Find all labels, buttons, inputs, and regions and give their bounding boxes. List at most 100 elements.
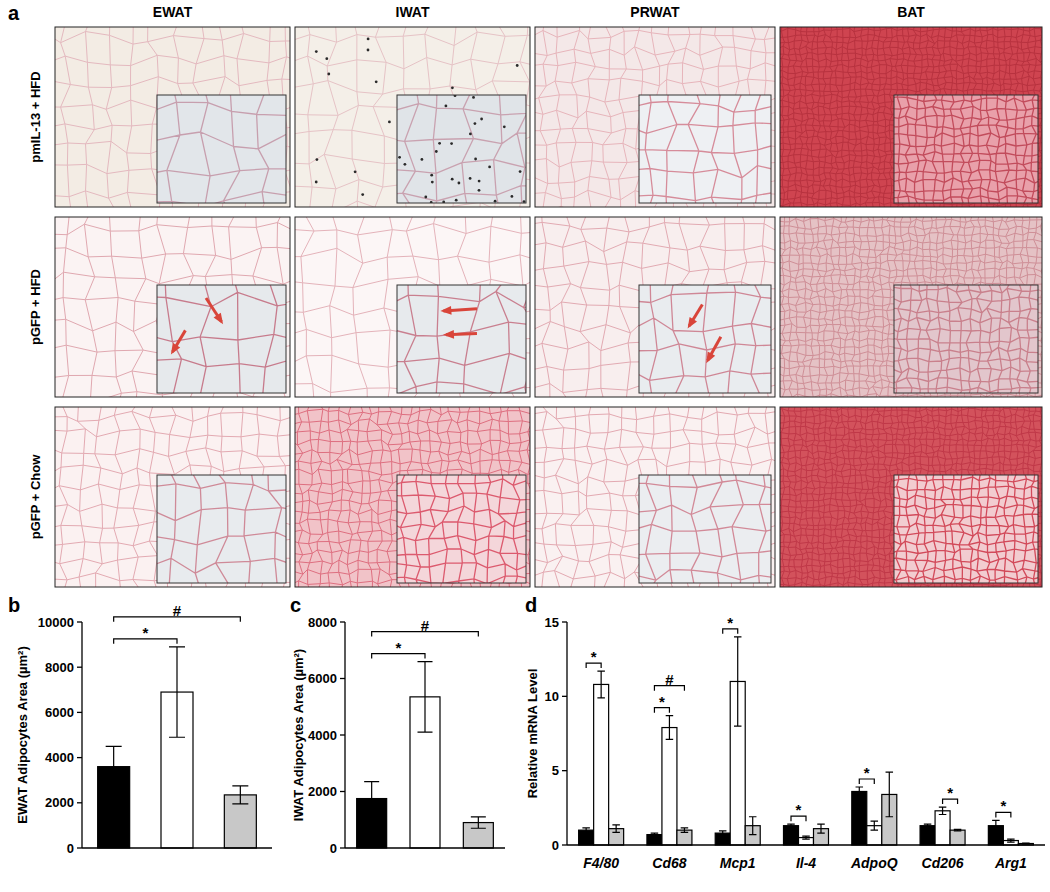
error-bar (992, 820, 1000, 830)
micrograph-frame (535, 217, 775, 397)
category-label: Mcp1 (720, 855, 756, 871)
error-bar (582, 828, 590, 832)
micrograph (295, 27, 530, 207)
tissue-texture (55, 407, 290, 587)
y-tick (562, 696, 567, 697)
tissue-texture (894, 285, 1038, 393)
error-bar (719, 831, 727, 835)
significance-mark: * (796, 801, 802, 818)
y-axis (81, 622, 82, 848)
significance-mark: * (659, 693, 665, 710)
micrograph-bg (55, 27, 290, 207)
y-tick (340, 847, 345, 848)
inset-frame (397, 475, 526, 583)
plot-area (98, 647, 257, 848)
plot-area (579, 637, 1034, 845)
category-label: AdpoQ (850, 855, 898, 871)
tissue-texture (397, 95, 526, 203)
error-bar (364, 782, 379, 816)
significance-mark: * (591, 648, 597, 665)
nucleus (480, 118, 483, 121)
inset-frame (639, 95, 771, 203)
nucleus (445, 105, 448, 108)
axis-label: Relative mRNA Level (525, 669, 540, 799)
micrograph (535, 217, 775, 397)
tissue-texture (639, 285, 771, 393)
inset (397, 285, 526, 393)
inset-bg (157, 95, 286, 203)
error-bar (666, 716, 674, 740)
error-bar (749, 817, 757, 835)
tissue-texture (894, 475, 1038, 583)
tissue-texture (157, 95, 286, 203)
inset-frame (157, 95, 286, 203)
y-tick-label: 15 (545, 615, 559, 630)
nucleus (474, 122, 477, 125)
micrograph (780, 27, 1042, 207)
row-label: pmIL-13 + HFD (28, 71, 43, 162)
y-tick (562, 770, 567, 771)
significance-mark: # (173, 602, 182, 619)
micrograph (535, 27, 775, 207)
error-bar (886, 772, 894, 817)
error-bar (871, 821, 879, 830)
y-tick (77, 757, 82, 758)
category-label: Cd206 (922, 855, 964, 871)
bar (920, 826, 935, 845)
column-header: EWAT (153, 4, 193, 20)
tissue-texture (55, 217, 290, 397)
arrow-head (214, 313, 224, 325)
micrograph-frame (780, 217, 1042, 397)
micrograph-frame (295, 27, 530, 207)
nucleus (472, 96, 475, 99)
tissue-texture (894, 95, 1038, 203)
inset-frame (894, 475, 1038, 583)
nucleus (519, 170, 522, 173)
significance-mark: * (947, 784, 953, 801)
y-tick (340, 734, 345, 735)
micrograph-frame (55, 217, 290, 397)
nucleus (421, 158, 424, 161)
micrograph (295, 407, 530, 587)
nucleus (430, 174, 433, 177)
inset (157, 95, 286, 203)
nucleus (469, 133, 472, 136)
panel-label: a (8, 2, 20, 24)
y-tick (562, 844, 567, 845)
y-tick-label: 10 (545, 689, 559, 704)
bar (594, 684, 609, 845)
tissue-texture (535, 27, 775, 207)
axis-label: IWAT Adipocytes Area (µm²) (291, 649, 306, 821)
nucleus (503, 125, 506, 128)
nucleus (450, 142, 453, 145)
y-tick-label: 6000 (308, 671, 337, 686)
significance-mark: * (727, 614, 733, 631)
y-tick-label: 10000 (38, 615, 74, 630)
nucleus (327, 73, 330, 76)
y-tick (562, 621, 567, 622)
nucleus (367, 38, 370, 41)
y-tick (77, 847, 82, 848)
nucleus (469, 177, 472, 180)
inset (639, 285, 771, 393)
tissue-texture (780, 217, 1042, 397)
micrograph (780, 407, 1042, 587)
tissue-texture (780, 27, 1042, 207)
nucleus (458, 182, 461, 185)
figure: aEWATIWATPRWATBATpmIL-13 + HFDpGFP + HFD… (0, 0, 1050, 892)
nucleus (494, 200, 497, 203)
row-label: pGFP + HFD (28, 269, 43, 345)
nucleus (478, 189, 481, 192)
error-bar (106, 746, 122, 787)
error-bar (939, 807, 947, 814)
nucleus (316, 158, 319, 161)
micrograph-frame (780, 27, 1042, 207)
inset (397, 475, 526, 583)
nucleus (488, 166, 491, 169)
nucleus (438, 142, 441, 145)
y-tick-label: 8000 (45, 660, 74, 675)
inset-frame (894, 95, 1038, 203)
nucleus (388, 121, 391, 124)
inset (397, 95, 526, 203)
tissue-texture (639, 95, 771, 203)
